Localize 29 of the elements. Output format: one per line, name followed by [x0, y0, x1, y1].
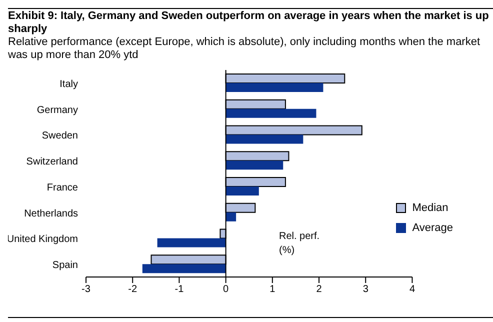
x-tick-label: 0 [223, 284, 230, 296]
x-tick-label: 3 [362, 284, 369, 296]
x-tick-label: -3 [82, 284, 91, 296]
bar [142, 264, 226, 274]
bar [157, 238, 226, 248]
x-tick-label: 4 [409, 284, 416, 296]
bar [226, 108, 316, 118]
bar [226, 134, 304, 144]
y-tick-label: Sweden [42, 130, 78, 142]
bar [226, 83, 324, 92]
y-tick-label: Netherlands [24, 208, 78, 220]
y-tick-label: Germany [36, 104, 78, 116]
bar [226, 212, 236, 222]
chart-title: Exhibit 9: Italy, Germany and Sweden outperform on average in years when the market is up sharply [8, 8, 493, 36]
legend-label: Median [412, 202, 448, 214]
y-tick-label: France [46, 182, 78, 194]
bar [226, 186, 259, 196]
x-tick-label: -2 [128, 284, 138, 296]
x-tick-label: 2 [316, 284, 322, 296]
chart-subtitle: Relative performance (except Europe, which is absolute), only including months when the market was up more than 20% ytd [8, 36, 482, 62]
legend-label: Average [412, 222, 453, 234]
x-axis-title: Rel. perf. (%) [279, 230, 321, 258]
x-tick-label: -1 [174, 284, 184, 296]
y-tick-label: Switzerland [26, 156, 78, 168]
y-tick-label: United Kingdom [6, 234, 78, 246]
bar [226, 160, 284, 170]
x-tick-label: 1 [270, 284, 276, 296]
y-tick-label: Italy [60, 78, 78, 90]
y-tick-label: Spain [52, 260, 78, 272]
